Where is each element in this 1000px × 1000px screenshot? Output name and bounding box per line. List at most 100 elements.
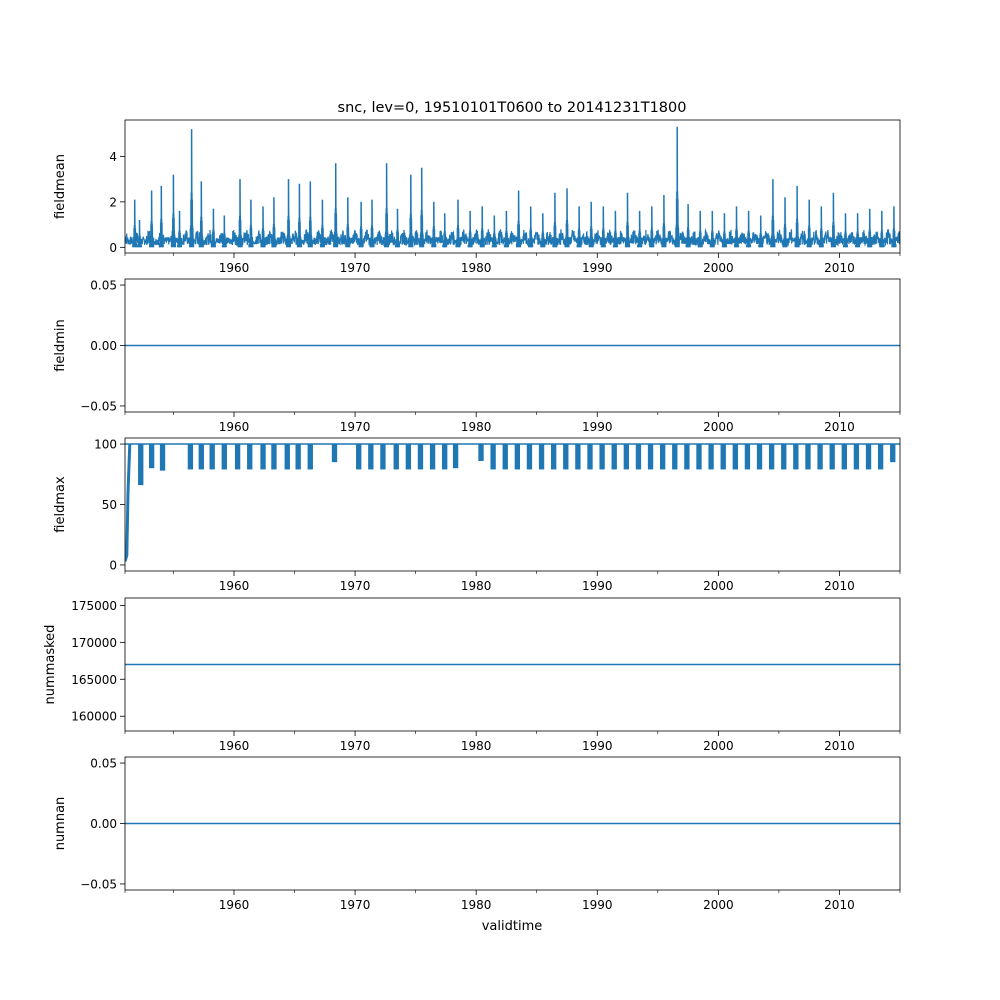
- dip-1968.3: [331, 444, 338, 463]
- dip-1990.4: [599, 444, 605, 470]
- dip-1963.3: [271, 444, 277, 470]
- y-tick-label--0.05: −0.05: [80, 877, 117, 891]
- x-tick-label-1960: 1960: [219, 420, 250, 434]
- peak-2014.5: [891, 206, 897, 248]
- peak-1986.5: [552, 192, 558, 248]
- x-tick-label-1980: 1980: [461, 261, 492, 275]
- x-tick-label-1980: 1980: [461, 420, 492, 434]
- dip-1966.3: [307, 444, 313, 470]
- peak-1992.5: [624, 192, 631, 248]
- peak-1990.5: [600, 206, 606, 248]
- peak-1962.4: [260, 206, 266, 248]
- x-tick-label-1960: 1960: [219, 739, 250, 753]
- peak-1966.3: [307, 181, 313, 248]
- peak-2005.5: [782, 197, 788, 248]
- x-tick-label-2000: 2000: [703, 261, 734, 275]
- peak-2012.5: [867, 208, 873, 248]
- x-tick-label-2010: 2010: [824, 420, 855, 434]
- dip-1970.3: [356, 444, 362, 470]
- dip-2004.4: [768, 444, 775, 470]
- peak-1958.3: [210, 208, 216, 248]
- y-tick-label-0.05: 0.05: [90, 279, 117, 293]
- x-tick-label-2000: 2000: [703, 420, 734, 434]
- figure-title: snc, lev=0, 19510101T0600 to 20141231T18…: [338, 100, 687, 116]
- y-tick-label--0.05: −0.05: [80, 399, 117, 413]
- x-tick-label-1990: 1990: [582, 420, 613, 434]
- peak-1964.5: [285, 179, 292, 248]
- dip-1983.4: [514, 444, 521, 470]
- peak-1980.5: [479, 206, 485, 248]
- x-tick-label-1980: 1980: [461, 898, 492, 912]
- dip-2013.4: [877, 444, 884, 470]
- dip-1998.4: [696, 444, 702, 470]
- y-axis-label-nummasked: nummasked: [43, 625, 58, 705]
- x-tick-label-1960: 1960: [219, 261, 250, 275]
- x-tick-label-1970: 1970: [340, 261, 371, 275]
- x-tick-label-2010: 2010: [824, 579, 855, 593]
- dip-1977.4: [442, 444, 448, 470]
- x-tick-label-1970: 1970: [340, 420, 371, 434]
- peak-1955: [170, 174, 177, 248]
- x-tick-label-2010: 2010: [824, 898, 855, 912]
- peak-1960.5: [237, 179, 243, 248]
- x-tick-label-1980: 1980: [461, 579, 492, 593]
- dip-2001.4: [732, 444, 738, 470]
- peak-1997.5: [685, 204, 691, 248]
- peak-2013.5: [879, 210, 885, 248]
- dip-2002.4: [744, 444, 751, 470]
- dip-1975.4: [417, 444, 424, 470]
- dip-1971.3: [368, 444, 374, 470]
- subplot-fieldmax: 1960 1970 1980 1990 2000 2010 0 50 100 fieldmax: [53, 438, 901, 593]
- axes-frame-fieldmean: [124, 119, 901, 254]
- peak-2009.5: [830, 192, 836, 248]
- dip-1984.4: [526, 444, 533, 470]
- dip-1987.4: [563, 444, 569, 470]
- x-tick-label-2000: 2000: [703, 898, 734, 912]
- x-tick-label-1980: 1980: [461, 739, 492, 753]
- subplot-nummasked: 1960 1970 1980 1990 2000 2010 160000 165000 1700…: [43, 597, 901, 753]
- x-tick-label-1970: 1970: [340, 579, 371, 593]
- dip-1981.4: [490, 444, 496, 470]
- dip-2009.4: [829, 444, 835, 470]
- y-tick-label-170000: 170000: [71, 636, 117, 650]
- y-tick-label-50: 50: [102, 498, 117, 512]
- dip-1952.3: [138, 444, 144, 486]
- peak-2010.5: [842, 213, 849, 248]
- dip-1958.2: [209, 444, 215, 470]
- peak-1973.5: [394, 208, 401, 248]
- dip-1985.4: [538, 444, 545, 470]
- dip-1988.4: [575, 444, 581, 470]
- dip-2007.4: [805, 444, 811, 470]
- x-tick-label-1970: 1970: [340, 739, 371, 753]
- dip-1999.4: [708, 444, 714, 470]
- peak-2003.5: [758, 215, 764, 248]
- peak-2007.5: [806, 199, 812, 248]
- peak-1976.5: [431, 201, 437, 248]
- peak-1953.2: [149, 190, 155, 248]
- peak-1984.5: [528, 206, 534, 248]
- dip-1993.4: [635, 444, 642, 470]
- peak-1969.4: [345, 197, 351, 248]
- axes-frame-nummasked: [124, 597, 901, 732]
- peak-2000.5: [721, 213, 727, 248]
- peak-1977.4: [442, 213, 448, 248]
- dip-1960.3: [234, 444, 241, 470]
- y-tick-label-175000: 175000: [71, 599, 117, 613]
- peak-1971.4: [369, 199, 375, 248]
- peak-1983.5: [515, 190, 522, 248]
- x-tick-label-1990: 1990: [582, 739, 613, 753]
- peak-1970.5: [358, 201, 364, 248]
- peak-1955.5: [176, 210, 183, 248]
- dip-1956.4: [187, 444, 194, 470]
- peak-2011.5: [855, 213, 861, 248]
- dip-1954.1: [159, 444, 166, 471]
- y-tick-label-2: 2: [109, 195, 117, 209]
- y-axis-label-fieldmin: fieldmin: [53, 319, 68, 372]
- dip-1953.2: [148, 444, 155, 469]
- dip-2008.4: [817, 444, 823, 470]
- dip-1959.2: [221, 444, 227, 470]
- dip-2000.4: [720, 444, 726, 470]
- y-tick-label-165000: 165000: [71, 673, 117, 687]
- series-fieldmax: [125, 443, 900, 562]
